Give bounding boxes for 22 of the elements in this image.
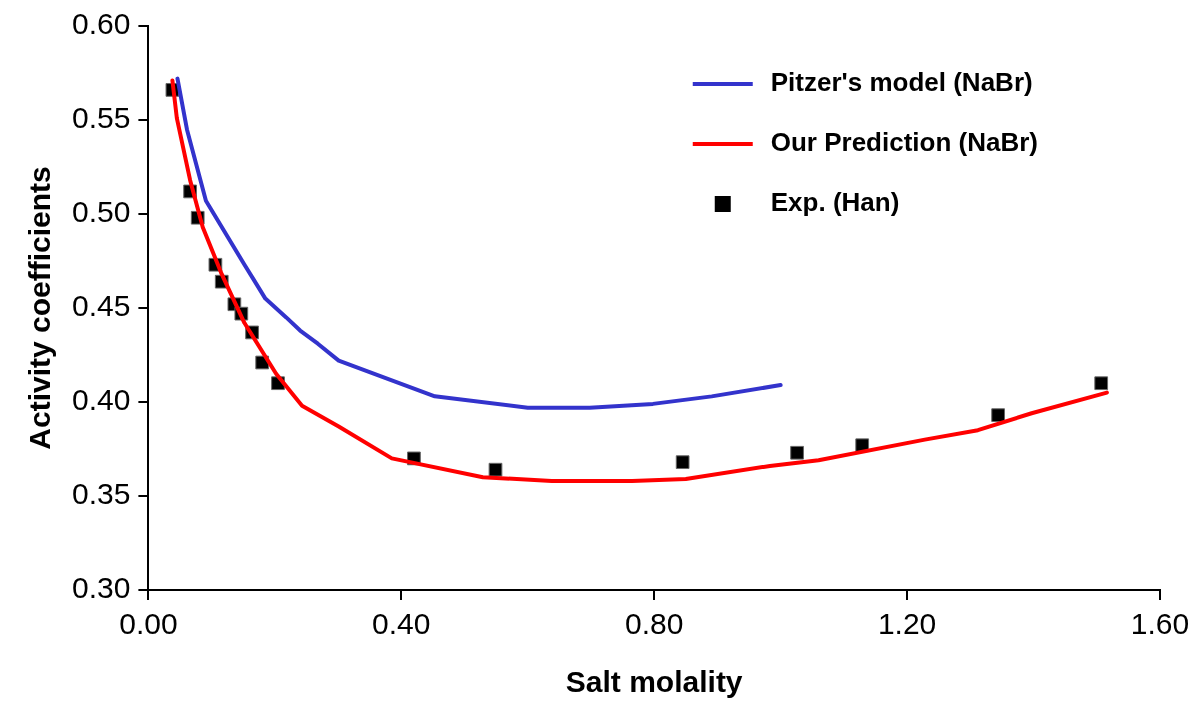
y-tick-label: 0.55 [72,101,131,135]
legend-label: Pitzer's model (NaBr) [770,67,1033,98]
y-tick-label: 0.50 [72,195,131,229]
x-tick-label: 1.20 [877,607,937,641]
x-tick-label: 1.60 [1130,607,1190,641]
x-axis-title: Salt molality [565,665,743,699]
legend-label: Our Prediction (NaBr) [770,127,1038,158]
x-tick-label: 0.80 [625,607,684,641]
y-tick-label: 0.30 [72,571,131,605]
x-tick-label: 0.00 [119,607,178,641]
y-tick-label: 0.60 [72,7,131,41]
y-axis-title: Activity coefficients [23,166,57,450]
point [488,462,503,477]
y-tick-label: 0.40 [72,383,131,417]
y-tick-label: 0.35 [72,477,131,511]
point [1094,376,1109,391]
point [675,455,690,470]
point [790,445,804,460]
y-tick-label: 0.45 [72,289,131,323]
point [991,408,1006,423]
legend-label: Exp. (Han) [770,187,900,218]
x-tick-label: 0.40 [372,607,431,641]
